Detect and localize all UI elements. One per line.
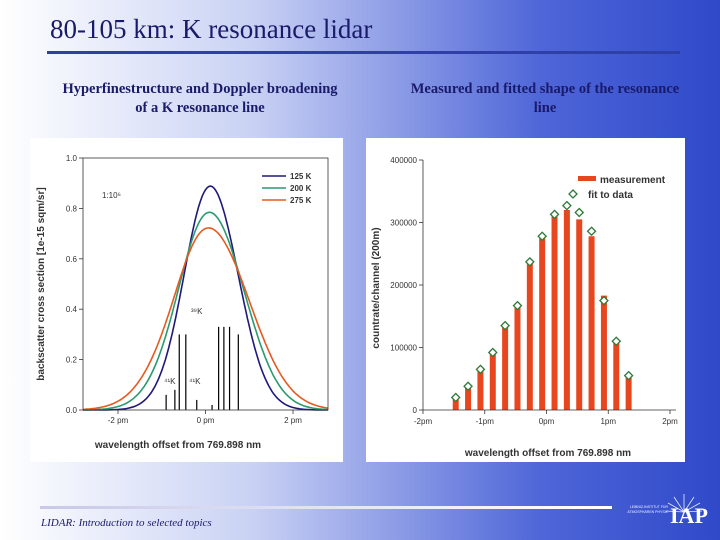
resonance-y-tick-label: 300000 — [390, 219, 417, 228]
logo-institute-text: LEIBNIZ-INSTITUT FÜR ATMOSPHÄREN PHYSIK — [627, 505, 668, 514]
fit-point — [549, 209, 560, 220]
hyperfine-structure-spikes — [165, 326, 239, 410]
hyperfine-chart-panel: 0.0 0.2 0.4 0.6 0.8 1.0 -2 pm 0 pm 2 pm waveleng… — [30, 138, 343, 462]
resonance-chart-bars — [452, 210, 632, 410]
resonance-chart-ticks: 0 100000 200000 300000 400000 -2pm -1pm 0pm 1pm 2… — [390, 156, 678, 426]
hyperfine-y-tick-label: 1.0 — [66, 154, 78, 163]
resonance-x-tick-label: -1pm — [476, 417, 495, 426]
hyperfine-chart-lines — [82, 185, 329, 411]
resonance-y-tick-label: 200000 — [390, 281, 417, 290]
fit-point — [463, 381, 473, 392]
measurement-bar — [551, 213, 558, 410]
right-figure-caption: Measured and fitted shape of the resonan… — [410, 81, 680, 116]
measurement-bar — [502, 323, 509, 410]
resonance-y-tick-label: 400000 — [390, 156, 417, 165]
resonance-y-tick-label: 100000 — [390, 344, 417, 353]
slide-title: 80-105 km: K resonance lidar — [50, 14, 373, 44]
resonance-x-tick-label: 1pm — [600, 417, 616, 426]
hyperfine-chart: 0.0 0.2 0.4 0.6 0.8 1.0 -2 pm 0 pm 2 pm waveleng… — [36, 154, 329, 451]
measurement-bar — [514, 303, 521, 410]
resonance-legend: measurement fit to data — [568, 175, 666, 201]
measurement-bar — [613, 340, 620, 410]
measurement-bar — [625, 376, 632, 410]
measurement-bar — [600, 295, 607, 410]
hyperfine-legend-label: 125 K — [290, 172, 312, 181]
hyperfine-legend-label: 200 K — [290, 184, 312, 193]
hyperfine-legend-label: 275 K — [290, 196, 312, 205]
resonance-x-tick-label: 0pm — [539, 417, 555, 426]
measurement-legend-swatch — [578, 176, 596, 181]
fit-point — [586, 226, 597, 237]
hyperfine-y-tick-label: 0.8 — [66, 204, 78, 213]
hyperfine-y-axis-label: backscatter cross section [1e-15 sqm/sr] — [36, 187, 47, 380]
hyperfine-x-axis-label: wavelength offset from 769.898 nm — [94, 440, 261, 451]
hyperfine-y-tick-label: 0.0 — [66, 406, 78, 415]
resonance-chart-fit-points — [450, 200, 634, 403]
measurement-bar — [452, 397, 459, 410]
fit-point — [450, 392, 461, 403]
hyperfine-x-tick-label: 2 pm — [284, 416, 302, 425]
measurement-legend-label: measurement — [600, 175, 666, 186]
resonance-x-tick-label: 2pm — [662, 417, 678, 426]
hyperfine-y-tick-label: 0.6 — [66, 255, 78, 264]
hyperfine-x-tick-label: 0 pm — [197, 416, 215, 425]
hyperfine-legend: 125 K 200 K 275 K — [262, 172, 312, 205]
left-figure-caption: Hyperfinestructure and Doppler broadenin… — [62, 81, 338, 116]
fit-point — [487, 347, 498, 358]
fit-point — [537, 231, 548, 242]
hyperfine-series-line — [82, 227, 329, 411]
fit-legend-label: fit to data — [588, 190, 633, 201]
fit-point — [512, 300, 523, 311]
fit-point — [623, 370, 634, 381]
measurement-bar — [526, 261, 533, 410]
k41-annotation-right: ⁴¹K — [189, 377, 201, 386]
fit-point — [599, 295, 609, 306]
hyperfine-series-line — [83, 185, 328, 411]
title-underline — [47, 51, 680, 54]
resonance-x-tick-label: -2pm — [414, 417, 433, 426]
fit-point — [574, 207, 585, 218]
measurement-bar — [477, 367, 484, 410]
measurement-bar — [465, 385, 472, 410]
footer-rule — [40, 506, 612, 509]
hyperfine-chart-ticks: 0.0 0.2 0.4 0.6 0.8 1.0 -2 pm 0 pm 2 pm — [66, 154, 302, 425]
measurement-bar — [588, 236, 595, 410]
fit-legend-swatch — [568, 189, 578, 199]
k39-annotation: ³⁹K — [191, 307, 203, 316]
measurement-bar — [576, 219, 583, 410]
measurement-bar — [539, 238, 546, 410]
ratio-annotation: 1:10⁶ — [102, 191, 121, 200]
resonance-x-axis-label: wavelength offset from 769.898 nm — [464, 448, 631, 459]
fit-point — [611, 336, 622, 347]
k41-annotation-left: ⁴¹K — [164, 377, 176, 386]
resonance-y-tick-label: 0 — [413, 406, 418, 415]
resonance-y-axis-label: countrate/channel (200m) — [371, 227, 382, 348]
hyperfine-x-tick-label: -2 pm — [108, 416, 129, 425]
iap-sunburst-icon — [665, 494, 703, 513]
measurement-bar — [489, 350, 496, 410]
hyperfine-series-line — [83, 211, 329, 411]
fit-point — [475, 364, 486, 375]
logo-text: IAP — [670, 503, 708, 528]
hyperfine-y-tick-label: 0.4 — [66, 305, 78, 314]
resonance-chart-panel: 0 100000 200000 300000 400000 -2pm -1pm 0pm 1pm 2… — [366, 138, 685, 462]
fit-point — [561, 200, 572, 211]
resonance-chart: 0 100000 200000 300000 400000 -2pm -1pm 0pm 1pm 2… — [371, 156, 678, 459]
measurement-bar — [563, 210, 570, 410]
fit-point — [524, 256, 535, 267]
fit-point — [500, 320, 511, 331]
hyperfine-y-tick-label: 0.2 — [66, 356, 78, 365]
hyperfine-chart-frame — [82, 157, 329, 411]
footer-text: LIDAR: Introduction to selected topics — [41, 517, 212, 529]
